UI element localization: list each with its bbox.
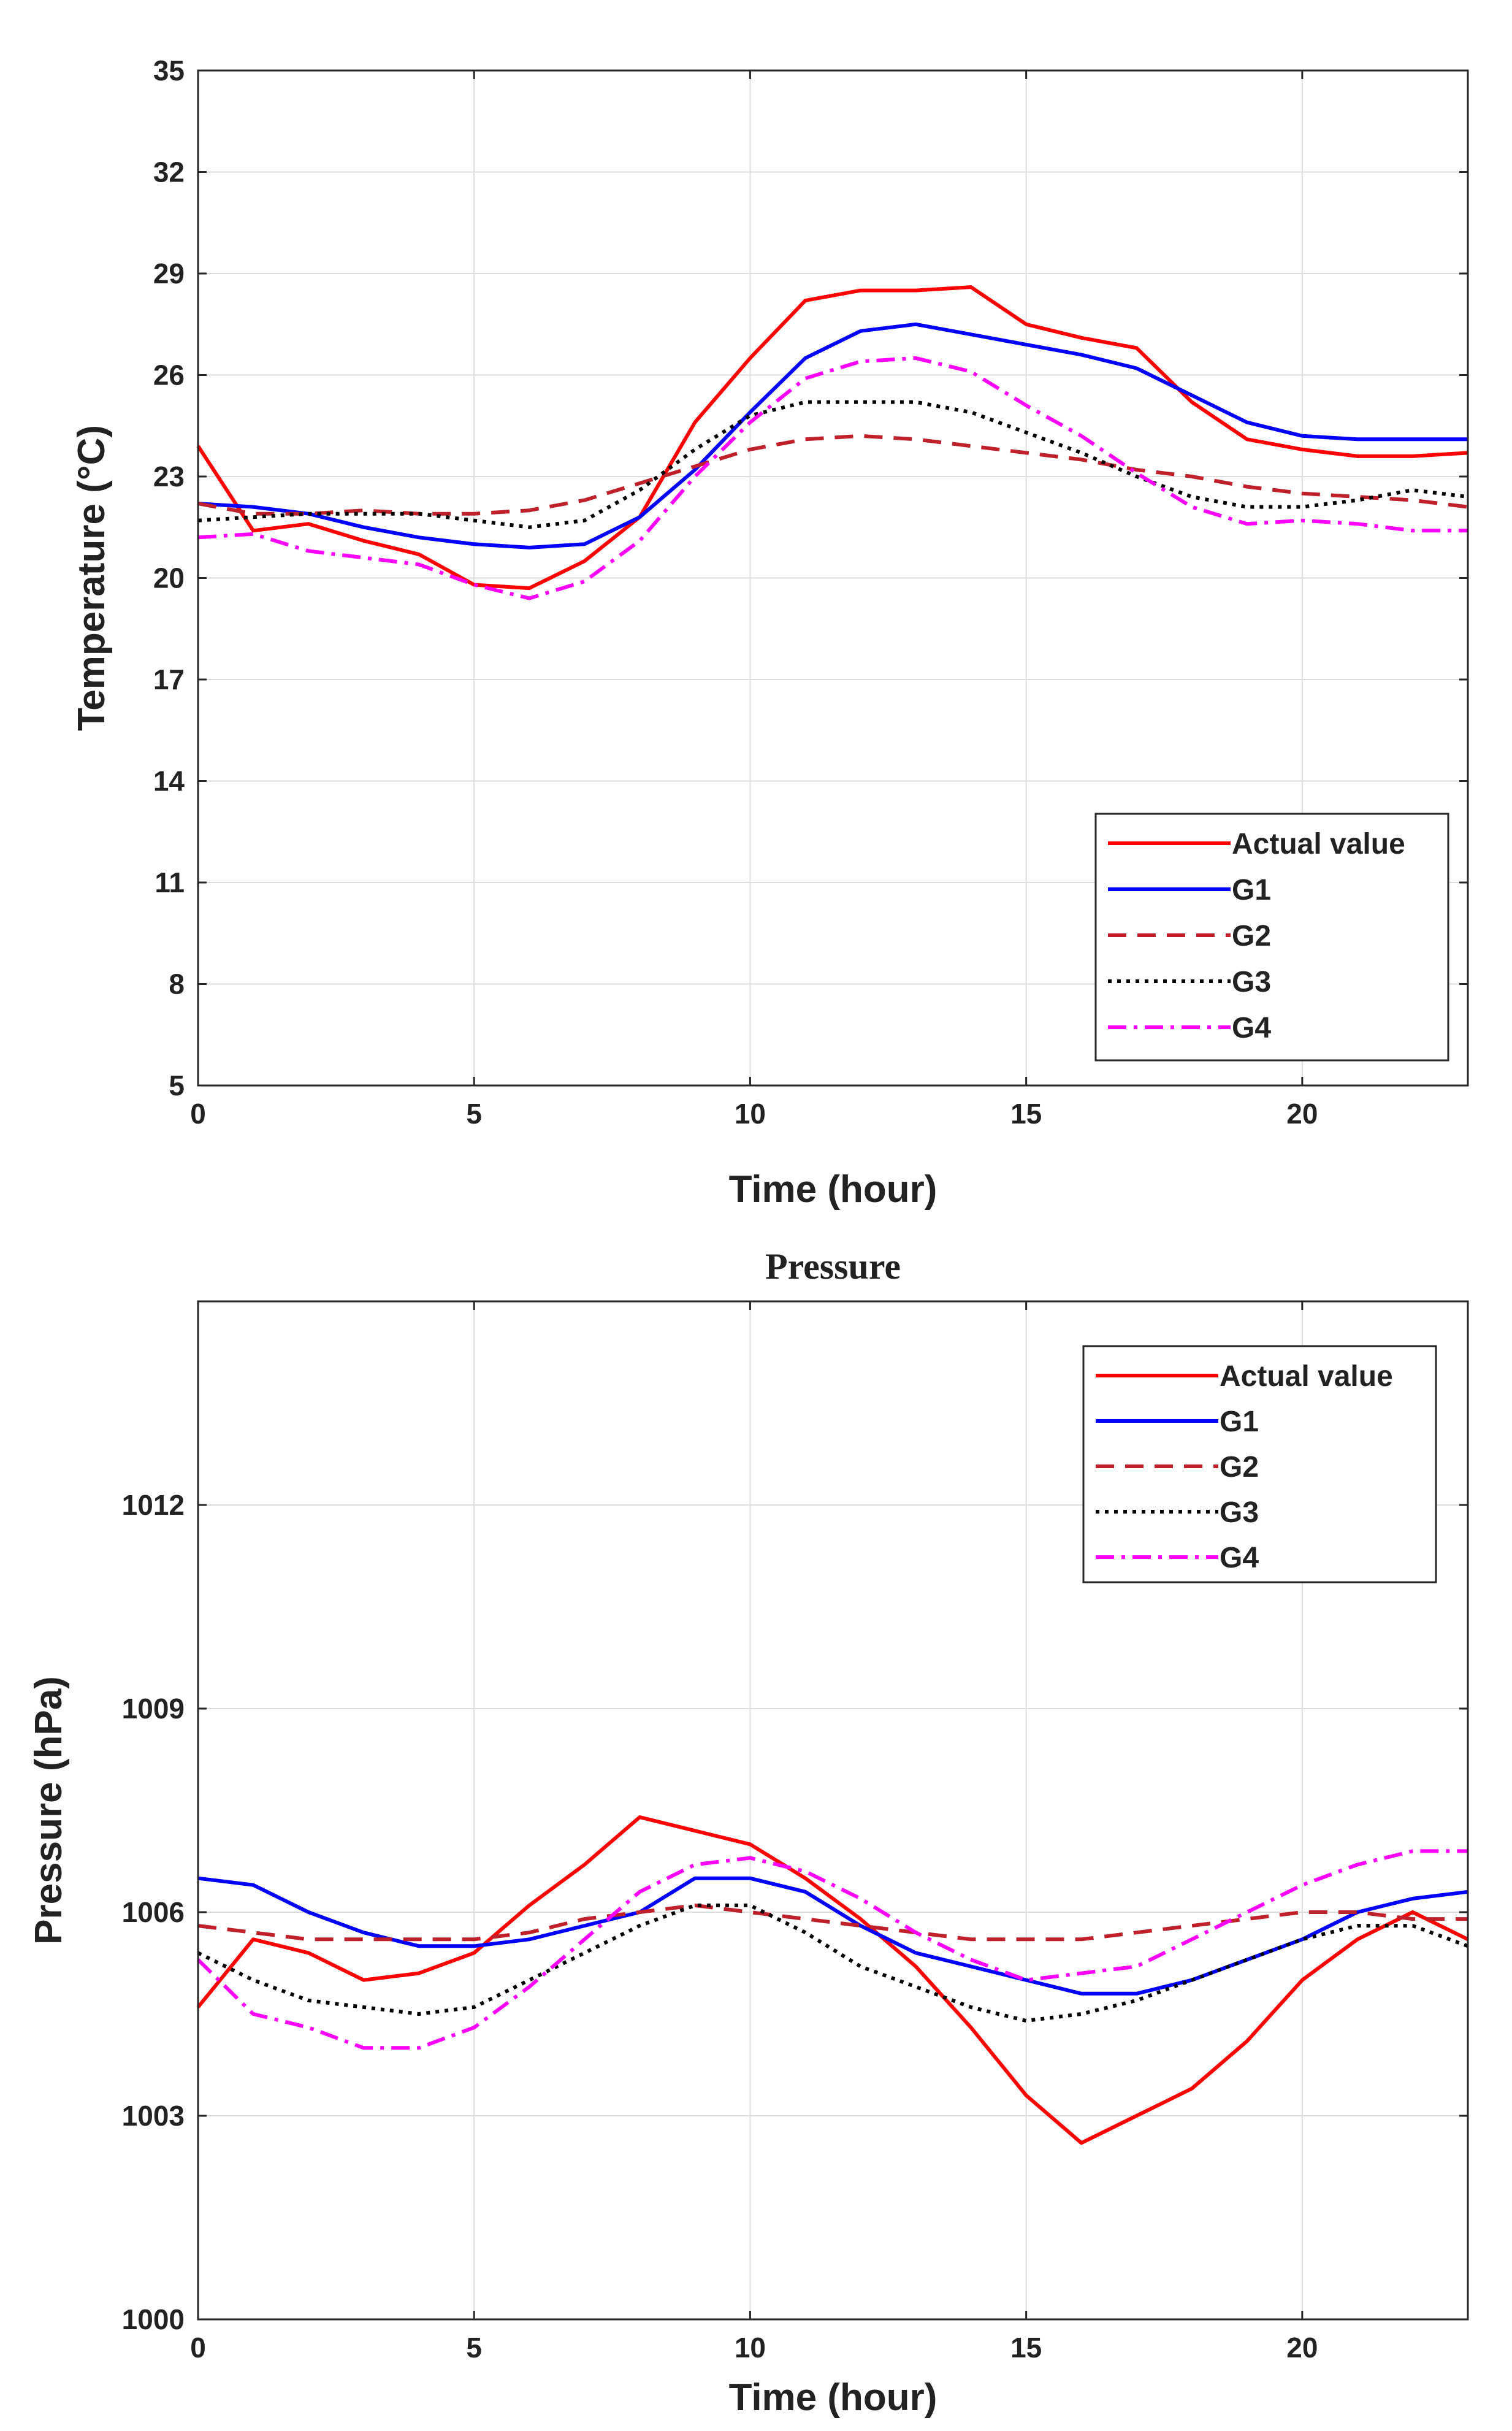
pressure-series-g1 bbox=[197, 1876, 1468, 1996]
temperature-xtick-label: 5 bbox=[466, 1098, 482, 1130]
pressure-ytick-label: 1003 bbox=[122, 2100, 185, 2132]
temperature-ytick-label: 17 bbox=[153, 664, 185, 695]
pressure-y-axis-label: Pressure (hPa) bbox=[28, 1676, 70, 1945]
pressure-plot-frame bbox=[197, 1300, 1469, 2321]
pressure-legend-label: G1 bbox=[1220, 1406, 1259, 1438]
pressure-legend-box bbox=[1082, 1345, 1437, 1583]
temperature-series-g1 bbox=[197, 322, 1468, 549]
temperature-series-actual-value bbox=[196, 285, 1468, 591]
pressure-legend: Actual value G1 G2 G3 G4 bbox=[1082, 1345, 1437, 1583]
temperature-xtick-label: 10 bbox=[735, 1098, 766, 1130]
temperature-ytick-label: 14 bbox=[153, 765, 185, 797]
pressure-legend-label: G4 bbox=[1220, 1542, 1259, 1574]
temperature-xtick-label: 20 bbox=[1286, 1098, 1318, 1130]
temperature-legend: Actual value G1 G2 G3 G4 bbox=[1094, 813, 1449, 1062]
pressure-xtick-label: 0 bbox=[190, 2332, 206, 2364]
pressure-ytick-label: 1000 bbox=[122, 2303, 185, 2335]
temperature-ytick-label: 8 bbox=[169, 968, 185, 1000]
temperature-ytick-label: 23 bbox=[153, 461, 185, 492]
temperature-xtick-label: 0 bbox=[190, 1098, 206, 1130]
pressure-ytick-label: 1009 bbox=[122, 1693, 185, 1725]
pressure-xtick-label: 5 bbox=[466, 2332, 482, 2364]
pressure-xtick-label: 10 bbox=[735, 2332, 766, 2364]
pressure-legend-label: G3 bbox=[1220, 1496, 1259, 1529]
temperature-ytick-label: 32 bbox=[153, 156, 185, 188]
temperature-y-axis-label: Temperature (°C) bbox=[71, 425, 113, 731]
temperature-series-g4 bbox=[197, 356, 1468, 600]
temperature-legend-label: G3 bbox=[1232, 966, 1271, 998]
temperature-ytick-label: 11 bbox=[155, 867, 185, 898]
temperature-ytick-label: 5 bbox=[169, 1070, 185, 1101]
temperature-legend-label: G1 bbox=[1232, 874, 1271, 906]
pressure-ytick-label: 1006 bbox=[122, 1896, 185, 1928]
pressure-series-g4 bbox=[196, 1849, 1468, 2050]
pressure-chart-title: Pressure bbox=[765, 1246, 901, 1287]
pressure-series-g3 bbox=[197, 1903, 1469, 2023]
pressure-xtick-label: 15 bbox=[1010, 2332, 1042, 2364]
pressure-chart: 0 5 10 15 20 1000 1003 1006 1009 1012 Time (hour) P… bbox=[28, 1246, 1469, 2419]
temperature-ytick-label: 26 bbox=[153, 359, 185, 391]
temperature-x-axis-label: Time (hour) bbox=[729, 1168, 937, 1211]
pressure-x-axis-label: Time (hour) bbox=[729, 2376, 937, 2419]
temperature-ytick-label: 29 bbox=[153, 258, 185, 289]
pressure-ytick-label: 1012 bbox=[122, 1489, 185, 1521]
temperature-series-g3 bbox=[197, 400, 1468, 529]
pressure-series-g2 bbox=[197, 1903, 1468, 1942]
temperature-legend-label: G4 bbox=[1232, 1012, 1271, 1044]
pressure-legend-label: G2 bbox=[1220, 1451, 1259, 1483]
pressure-legend-label: Actual value bbox=[1220, 1360, 1393, 1393]
temperature-xtick-label: 15 bbox=[1010, 1098, 1042, 1130]
temperature-legend-label: G2 bbox=[1232, 920, 1271, 952]
pressure-series-actual-value bbox=[196, 1815, 1469, 2145]
temperature-legend-label: Actual value bbox=[1232, 828, 1405, 860]
pressure-xtick-label: 20 bbox=[1286, 2332, 1318, 2364]
temperature-ytick-label: 35 bbox=[153, 55, 185, 86]
temperature-ytick-label: 20 bbox=[153, 562, 185, 594]
